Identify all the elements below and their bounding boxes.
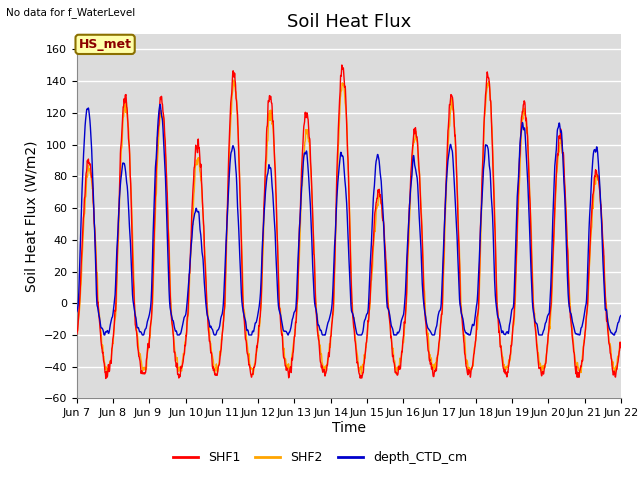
SHF2 (570, 336, 577, 342)
SHF2 (73, 341, 81, 347)
depth_CTD_cm (508, 310, 515, 316)
Text: HS_met: HS_met (79, 38, 132, 51)
Line: depth_CTD_cm: depth_CTD_cm (77, 104, 621, 335)
SHF1 (377, 193, 385, 199)
SHF1 (338, 62, 346, 68)
depth_CTD_cm (570, 322, 577, 327)
depth_CTD_cm (156, 101, 164, 107)
X-axis label: Time: Time (332, 421, 366, 435)
SHF2 (365, 312, 372, 317)
depth_CTD_cm (584, 247, 592, 253)
Title: Soil Heat Flux: Soil Heat Flux (287, 12, 411, 31)
SHF2 (508, 343, 515, 348)
SHF1 (102, 375, 109, 381)
SHF1 (225, 151, 232, 157)
depth_CTD_cm (73, 309, 81, 314)
depth_CTD_cm (377, 173, 385, 179)
Line: SHF1: SHF1 (77, 65, 621, 378)
depth_CTD_cm (100, 332, 108, 338)
depth_CTD_cm (365, 295, 372, 300)
SHF1 (617, 345, 625, 350)
SHF2 (230, 77, 237, 83)
Line: SHF2: SHF2 (77, 80, 621, 375)
Text: No data for f_WaterLevel: No data for f_WaterLevel (6, 7, 136, 18)
SHF1 (508, 342, 515, 348)
Y-axis label: Soil Heat Flux (W/m2): Soil Heat Flux (W/m2) (24, 140, 38, 292)
SHF2 (377, 200, 385, 206)
SHF2 (584, 290, 592, 296)
SHF2 (225, 181, 232, 187)
SHF1 (570, 342, 577, 348)
Legend: SHF1, SHF2, depth_CTD_cm: SHF1, SHF2, depth_CTD_cm (168, 446, 472, 469)
SHF1 (584, 280, 592, 286)
SHF1 (73, 331, 81, 337)
depth_CTD_cm (225, 179, 233, 184)
depth_CTD_cm (617, 312, 625, 318)
SHF1 (365, 315, 372, 321)
SHF2 (617, 340, 625, 346)
SHF2 (250, 372, 257, 378)
